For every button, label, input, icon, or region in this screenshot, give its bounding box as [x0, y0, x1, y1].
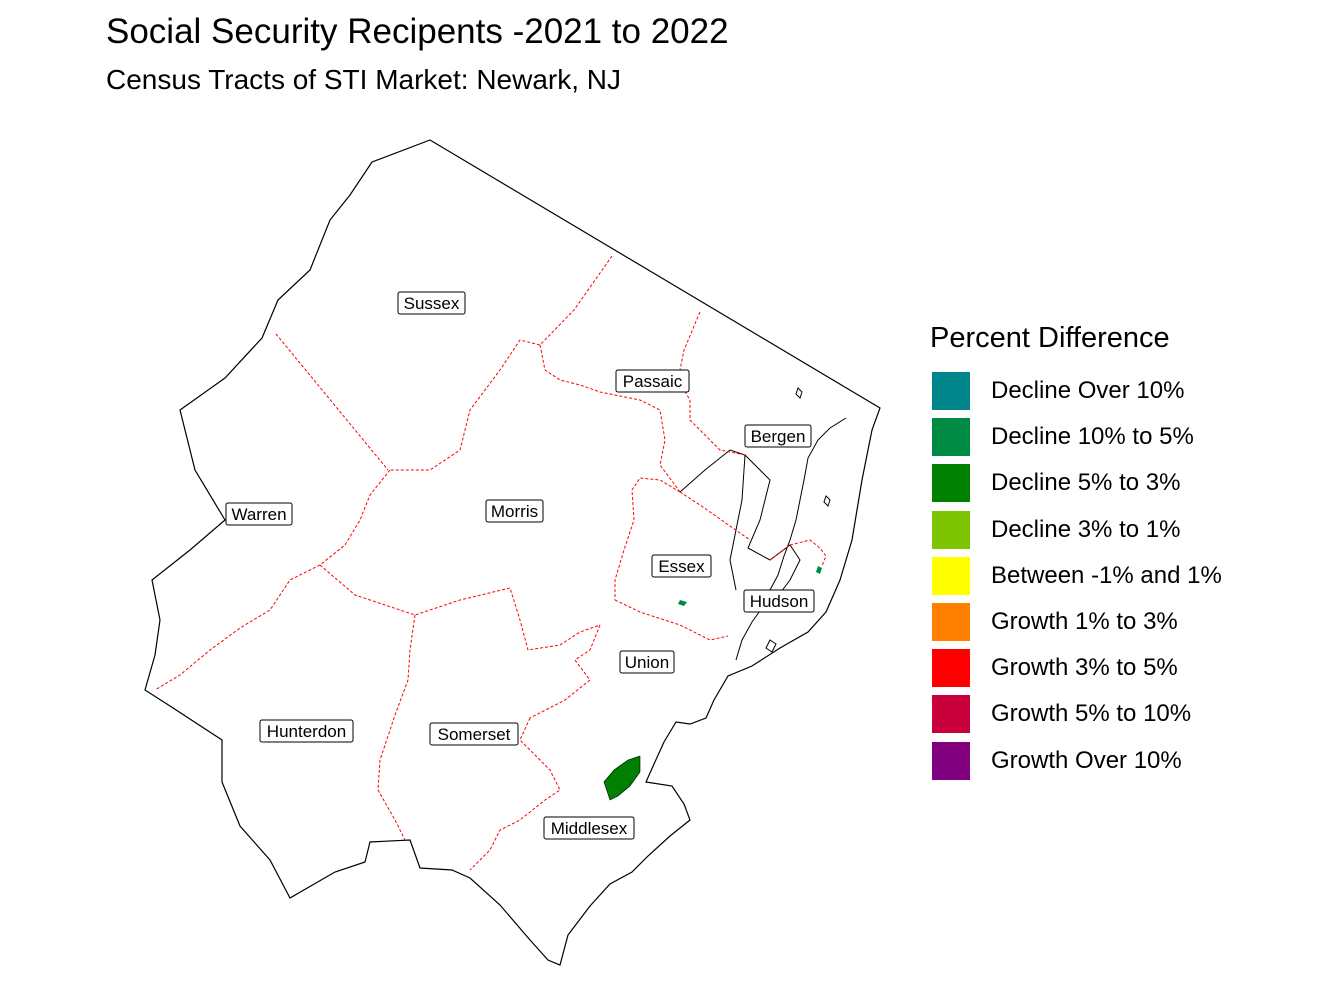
- county-label-somerset: Somerset: [429, 722, 519, 746]
- hudson-shoreline: [735, 417, 847, 661]
- legend-swatch: [930, 601, 972, 644]
- county-label-sussex: Sussex: [397, 291, 466, 315]
- county-label-warren: Warren: [225, 502, 293, 526]
- island-detail: [765, 387, 831, 653]
- legend-item: Growth 1% to 3%: [930, 599, 1222, 645]
- market-outline: [144, 139, 881, 966]
- legend-item: Decline 10% to 5%: [930, 414, 1222, 460]
- legend-label: Decline 5% to 3%: [991, 469, 1181, 497]
- legend-item: Decline Over 10%: [930, 368, 1222, 414]
- morris-somerset-border: [319, 564, 601, 651]
- legend: Percent Difference Decline Over 10% Decli…: [930, 318, 1222, 784]
- legend-swatch: [930, 508, 972, 551]
- legend-swatch: [930, 462, 972, 505]
- legend-item: Growth 5% to 10%: [930, 691, 1222, 737]
- county-label-hudson: Hudson: [743, 589, 815, 613]
- somerset-union-border: [529, 624, 601, 719]
- highlight-tract-middlesex: [603, 755, 641, 801]
- svg-text:Middlesex: Middlesex: [551, 819, 628, 838]
- legend-label: Between -1% and 1%: [991, 561, 1222, 589]
- highlight-tract-essex: [678, 600, 687, 606]
- svg-text:Union: Union: [625, 653, 669, 672]
- legend-items: Decline Over 10% Decline 10% to 5% Decline…: [930, 368, 1222, 784]
- essex-union-border: [614, 599, 729, 641]
- legend-item: Between -1% and 1%: [930, 553, 1222, 599]
- legend-item: Growth Over 10%: [930, 738, 1222, 784]
- highlight-tract-hudson: [816, 566, 822, 574]
- legend-swatch: [930, 647, 972, 690]
- legend-label: Decline Over 10%: [991, 377, 1185, 405]
- svg-text:Somerset: Somerset: [438, 725, 511, 744]
- county-label-middlesex: Middlesex: [543, 816, 635, 840]
- legend-label: Decline 10% to 5%: [991, 423, 1194, 451]
- somerset-hunterdon-border: [377, 614, 416, 841]
- legend-label: Growth 3% to 5%: [991, 654, 1178, 682]
- county-label-hunterdon: Hunterdon: [259, 719, 354, 743]
- legend-swatch: [930, 554, 972, 597]
- svg-text:Morris: Morris: [491, 502, 538, 521]
- map-title: Social Security Recipents -2021 to 2022: [106, 12, 729, 51]
- legend-label: Growth 5% to 10%: [991, 700, 1192, 728]
- legend-label: Growth Over 10%: [991, 746, 1182, 774]
- somerset-middlesex-border: [469, 717, 561, 871]
- legend-item: Growth 3% to 5%: [930, 645, 1222, 691]
- svg-text:Essex: Essex: [658, 557, 705, 576]
- svg-text:Passaic: Passaic: [623, 372, 683, 391]
- county-label-union: Union: [619, 650, 675, 674]
- legend-swatch: [930, 370, 972, 413]
- warren-hunterdon-border: [154, 564, 321, 691]
- passaic-morris-border: [539, 344, 681, 493]
- legend-item: Decline 5% to 3%: [930, 460, 1222, 506]
- county-label-morris: Morris: [485, 499, 544, 523]
- legend-swatch: [930, 416, 972, 459]
- passaic-bergen-border: [677, 311, 746, 456]
- legend-title: Percent Difference: [930, 322, 1170, 354]
- sussex-warren-border: [275, 333, 389, 471]
- sussex-passaic-border: [390, 255, 613, 471]
- passaic-essex-border: [614, 477, 681, 600]
- legend-label: Growth 1% to 3%: [991, 608, 1178, 636]
- svg-text:Hudson: Hudson: [750, 592, 809, 611]
- legend-swatch: [930, 739, 972, 782]
- county-borders: [154, 255, 827, 871]
- svg-text:Hunterdon: Hunterdon: [267, 722, 346, 741]
- legend-swatch: [930, 693, 972, 736]
- legend-label: Decline 3% to 1%: [991, 515, 1181, 543]
- warren-morris-border: [319, 469, 391, 566]
- legend-item: Decline 3% to 1%: [930, 507, 1222, 553]
- bergen-essex-border: [679, 491, 751, 541]
- svg-text:Sussex: Sussex: [404, 294, 460, 313]
- county-label-passaic: Passaic: [615, 369, 690, 393]
- county-label-bergen: Bergen: [744, 424, 812, 448]
- hudson-bergen-border: [769, 539, 827, 567]
- map-subtitle: Census Tracts of STI Market: Newark, NJ: [106, 64, 622, 95]
- county-label-essex: Essex: [651, 554, 712, 578]
- svg-text:Warren: Warren: [231, 505, 286, 524]
- svg-text:Bergen: Bergen: [751, 427, 806, 446]
